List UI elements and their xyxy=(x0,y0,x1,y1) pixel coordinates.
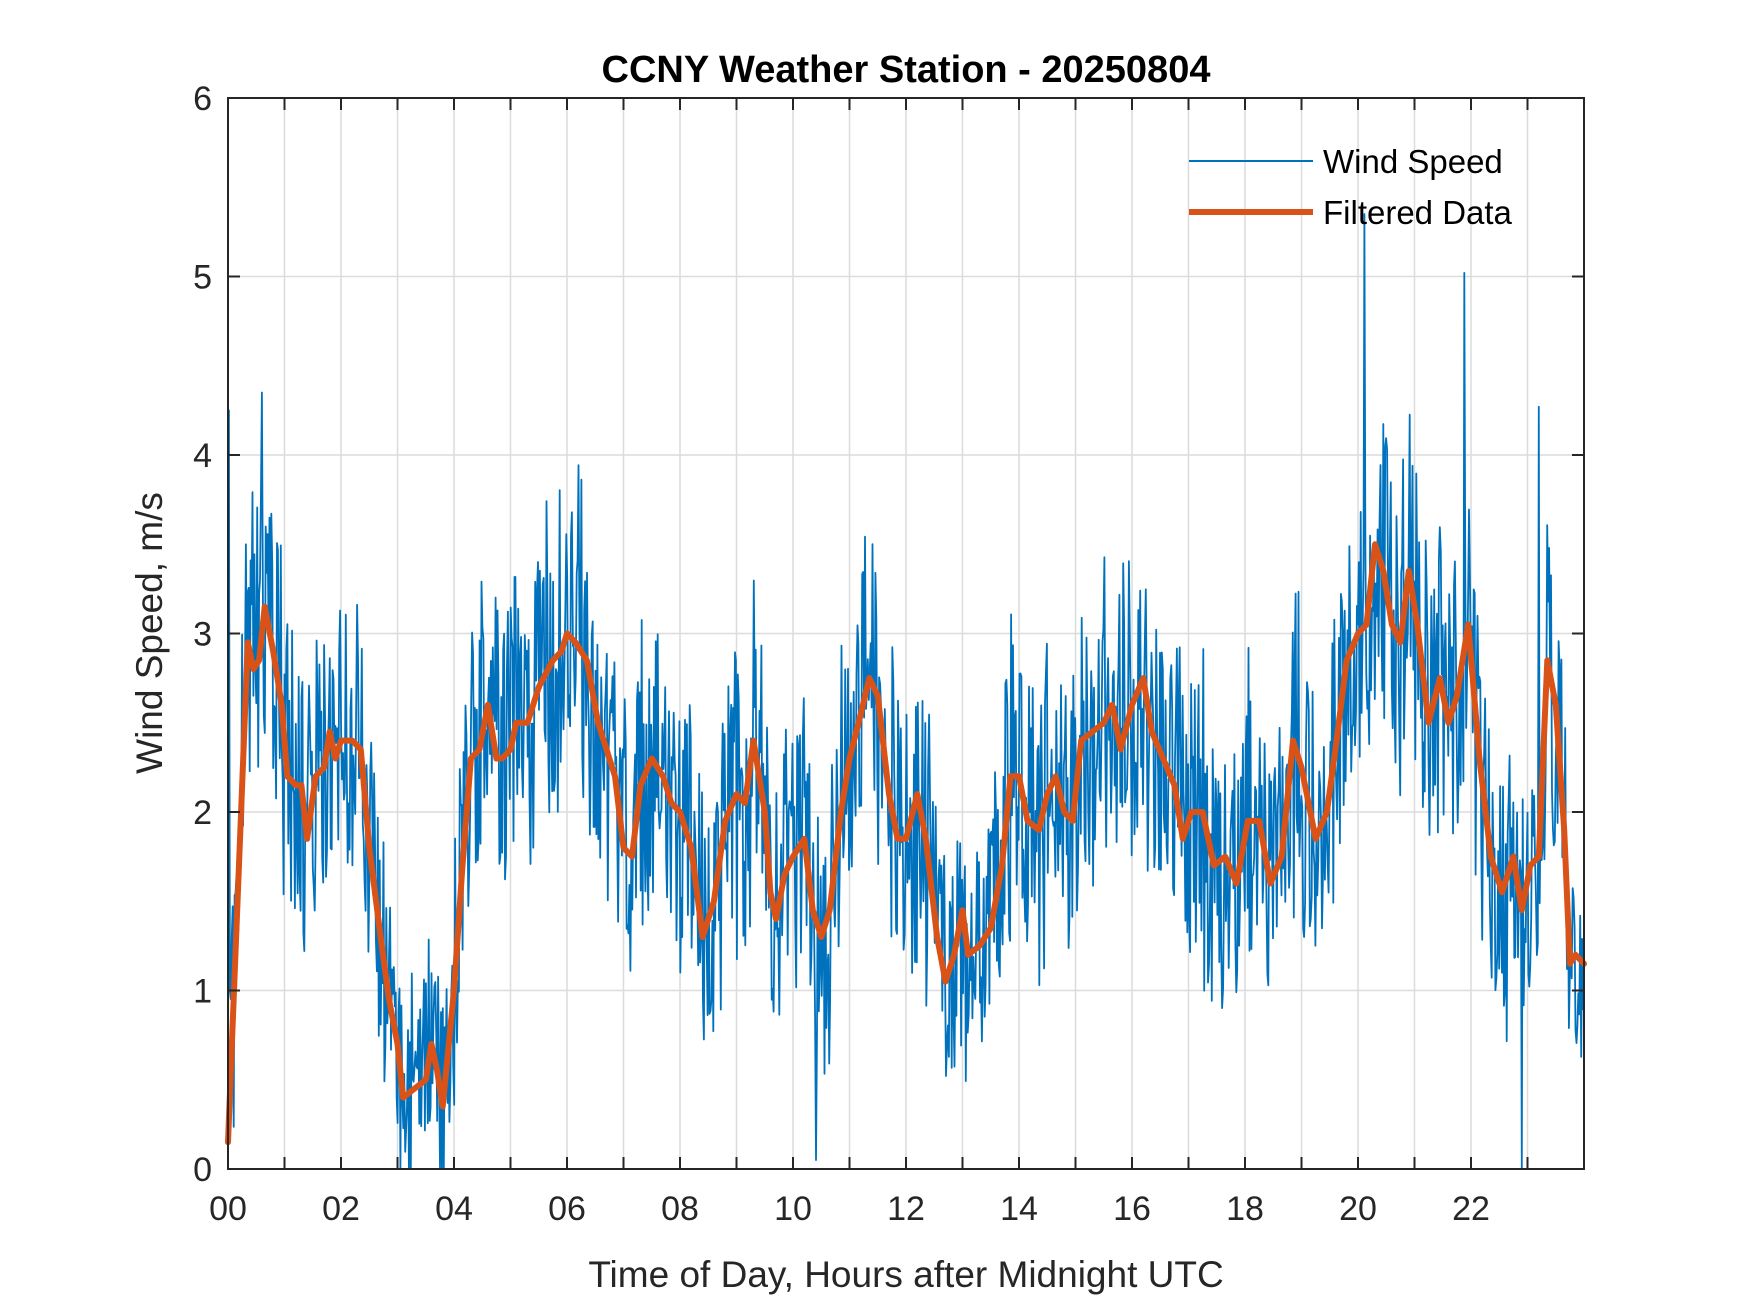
y-axis-label: Wind Speed, m/s xyxy=(129,492,170,774)
x-tick-label: 16 xyxy=(1113,1190,1151,1228)
x-tick-label: 22 xyxy=(1452,1190,1490,1228)
legend: Wind Speed Filtered Data xyxy=(1189,143,1513,231)
x-tick-label: 10 xyxy=(774,1190,812,1228)
x-tick-label: 08 xyxy=(661,1190,699,1228)
x-tick-label: 12 xyxy=(887,1190,925,1228)
x-tick-label: 14 xyxy=(1000,1190,1038,1228)
y-tick-label: 0 xyxy=(193,1151,212,1189)
legend-wind-speed-label: Wind Speed xyxy=(1323,143,1503,180)
y-tick-label: 4 xyxy=(193,437,212,475)
x-tick-labels: 00 02 04 06 08 10 12 14 16 18 20 22 xyxy=(209,1190,1490,1228)
wind-speed-line xyxy=(227,213,1585,1170)
y-tick-labels: 0 1 2 3 4 5 6 xyxy=(193,80,212,1189)
legend-filtered-data-label: Filtered Data xyxy=(1323,194,1513,231)
x-tick-label: 06 xyxy=(548,1190,586,1228)
filtered-data-line xyxy=(225,541,1587,1146)
y-tick-label: 2 xyxy=(193,794,212,832)
axis-ticks xyxy=(228,97,1584,1170)
filtered-data-series xyxy=(225,541,1587,1146)
x-tick-label: 18 xyxy=(1226,1190,1264,1228)
x-tick-label: 04 xyxy=(435,1190,473,1228)
x-tick-label: 02 xyxy=(322,1190,360,1228)
y-tick-label: 6 xyxy=(193,80,212,118)
y-tick-label: 3 xyxy=(193,616,212,654)
x-tick-label: 00 xyxy=(209,1190,247,1228)
wind-speed-series xyxy=(227,213,1585,1170)
y-tick-label: 1 xyxy=(193,973,212,1011)
y-tick-label: 5 xyxy=(193,259,212,297)
x-tick-label: 20 xyxy=(1339,1190,1377,1228)
x-axis-label: Time of Day, Hours after Midnight UTC xyxy=(588,1254,1223,1295)
chart-title: CCNY Weather Station - 20250804 xyxy=(602,49,1211,91)
